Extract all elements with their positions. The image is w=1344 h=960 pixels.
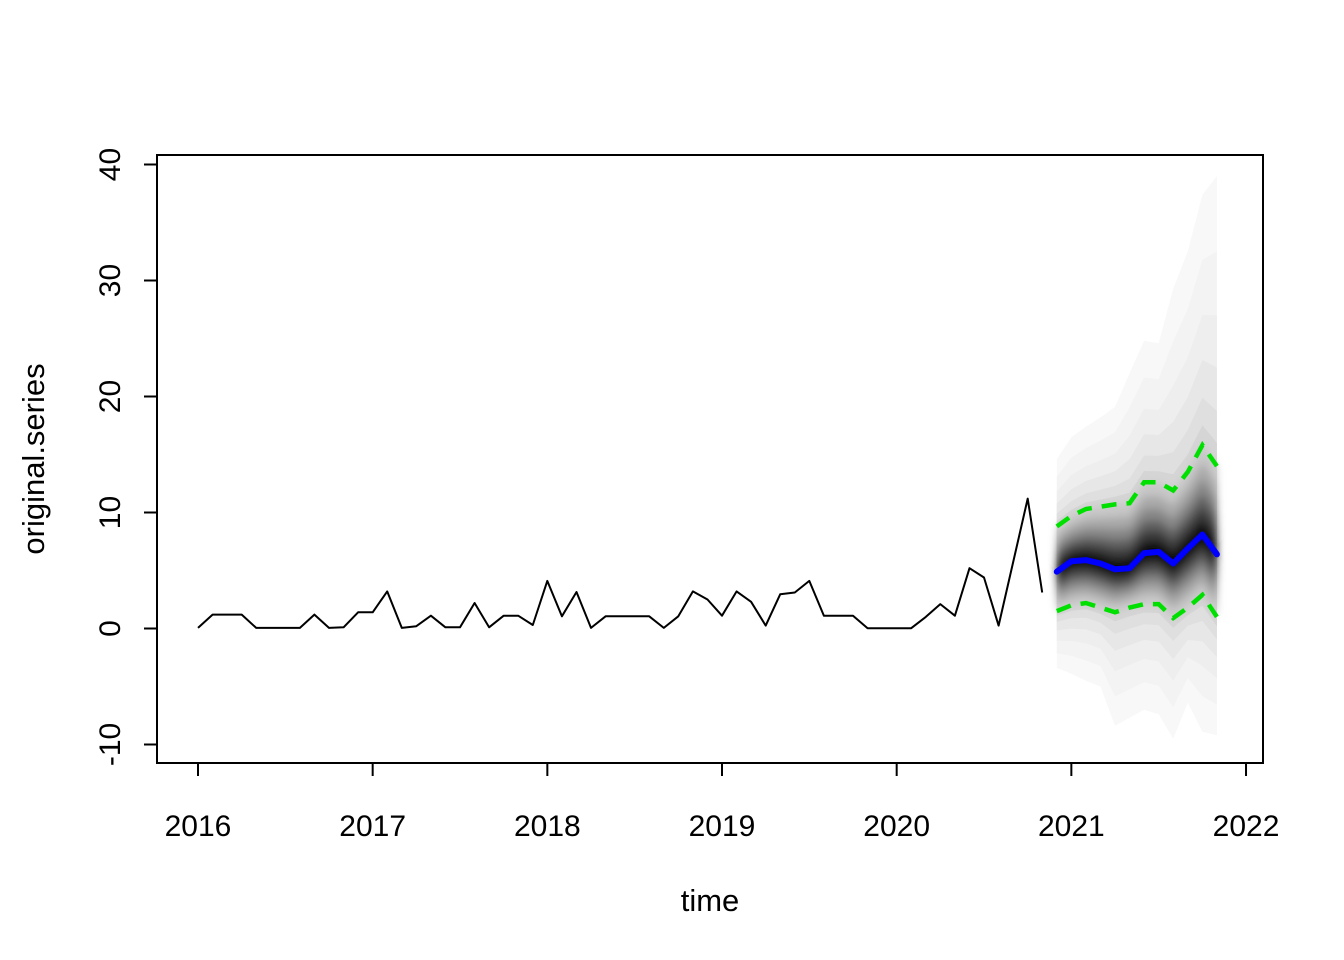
x-tick-label: 2016 <box>165 810 232 843</box>
x-tick-label: 2019 <box>689 810 756 843</box>
x-axis: 2016 2017 2018 2019 2020 2021 2022 <box>165 763 1280 843</box>
forecast-fan <box>1053 176 1220 739</box>
x-tick-label: 2017 <box>339 810 406 843</box>
x-tick-label: 2020 <box>863 810 930 843</box>
y-tick-label: 30 <box>94 264 127 297</box>
y-tick-label: 20 <box>94 380 127 413</box>
y-tick-label: -10 <box>94 723 127 766</box>
plot-box <box>156 154 1264 764</box>
chart-layers: 2016 2017 2018 2019 2020 2021 2022 -10 0 10 20 30 40 <box>94 148 1279 843</box>
y-tick-label: 40 <box>94 148 127 181</box>
y-tick-label: 10 <box>94 496 127 529</box>
forecast-median-line <box>1053 531 1220 575</box>
x-tick-label: 2021 <box>1038 810 1105 843</box>
x-axis-title: time <box>681 883 740 918</box>
y-axis-title: original.series <box>16 363 51 554</box>
x-tick-label: 2018 <box>514 810 581 843</box>
lower-interval-line <box>1055 591 1219 622</box>
upper-interval-line <box>1055 440 1219 529</box>
y-tick-label: 0 <box>94 620 127 637</box>
x-tick-label: 2022 <box>1213 810 1280 843</box>
y-axis: -10 0 10 20 30 40 <box>94 148 157 766</box>
history-line <box>197 497 1044 630</box>
